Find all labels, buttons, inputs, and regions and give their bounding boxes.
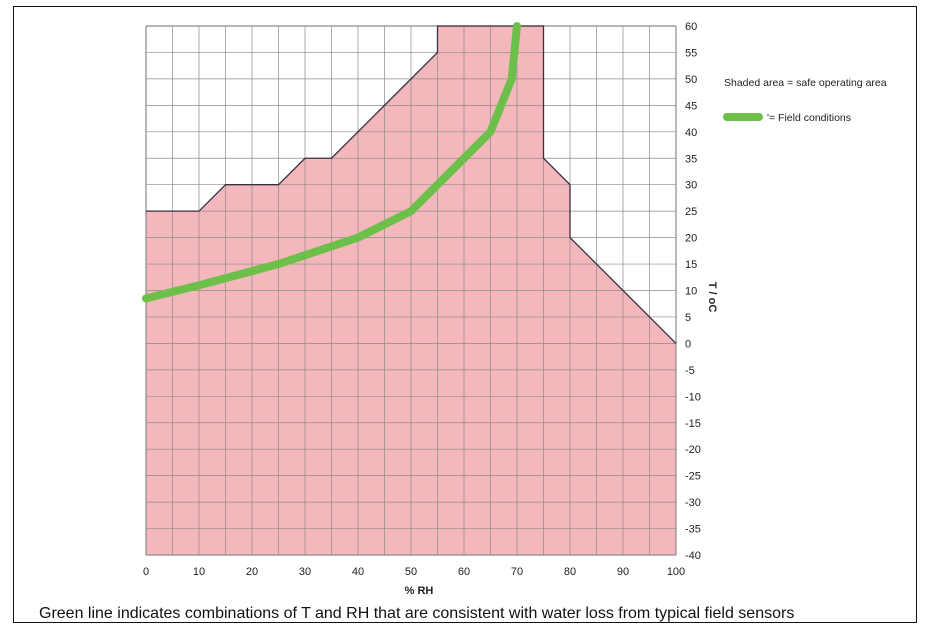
- x-tick-label: 20: [246, 566, 258, 578]
- y-tick-label: -30: [685, 497, 701, 509]
- legend-safe-area-text: Shaded area = safe operating area: [724, 77, 887, 89]
- y-tick-label: -20: [685, 444, 701, 456]
- y-tick-label: 40: [685, 127, 697, 139]
- x-tick-label: 0: [143, 566, 149, 578]
- legend-field-conditions-text: '= Field conditions: [767, 112, 851, 124]
- x-tick-label: 90: [617, 566, 629, 578]
- y-tick-label: 20: [685, 233, 697, 245]
- x-tick-label: 80: [564, 566, 576, 578]
- x-tick-label: 100: [667, 566, 685, 578]
- x-tick-label: 50: [405, 566, 417, 578]
- y-tick-label: 10: [685, 286, 697, 298]
- field-conditions-line: [142, 22, 521, 303]
- y-tick-label: -10: [685, 391, 701, 403]
- x-tick-label: 60: [458, 566, 470, 578]
- y-tick-label: 60: [685, 21, 697, 33]
- figure-caption: Green line indicates combinations of T a…: [39, 605, 795, 622]
- y-tick-label: -25: [685, 471, 701, 483]
- y-tick-label: -15: [685, 418, 701, 430]
- x-tick-label: 40: [352, 566, 364, 578]
- y-tick-label: 30: [685, 180, 697, 192]
- y-tick-label: -35: [685, 524, 701, 536]
- y-tick-labels: 605550454035302520151050-5-10-15-20-25-3…: [685, 21, 701, 562]
- figure-frame: 0 10 20 30 40 50 60 70 80 90 100 60 55 50 45 40 35 30 25 2…: [13, 6, 917, 623]
- x-axis-label: % RH: [405, 585, 434, 597]
- x-tick-label: 10: [193, 566, 205, 578]
- y-tick-label: 35: [685, 153, 697, 165]
- y-tick-label: 0: [685, 338, 691, 350]
- y-axis-label: T / oC: [706, 282, 718, 313]
- x-tick-label: 30: [299, 566, 311, 578]
- y-tick-label: -5: [685, 365, 695, 377]
- y-tick-label: 25: [685, 206, 697, 218]
- y-tick-label: 50: [685, 74, 697, 86]
- chart: 0 10 20 30 40 50 60 70 80 90 100 60555045403530252…: [142, 21, 887, 597]
- y-tick-label: 55: [685, 47, 697, 59]
- y-tick-label: 45: [685, 100, 697, 112]
- y-tick-label: -40: [685, 550, 701, 562]
- x-tick-labels: 0 10 20 30 40 50 60 70 80 90 100: [143, 566, 685, 578]
- safe-area-boundary: [146, 25, 677, 344]
- y-tick-label: 15: [685, 259, 697, 271]
- y-tick-label: 5: [685, 312, 691, 324]
- grid: [145, 25, 677, 556]
- x-tick-label: 70: [511, 566, 523, 578]
